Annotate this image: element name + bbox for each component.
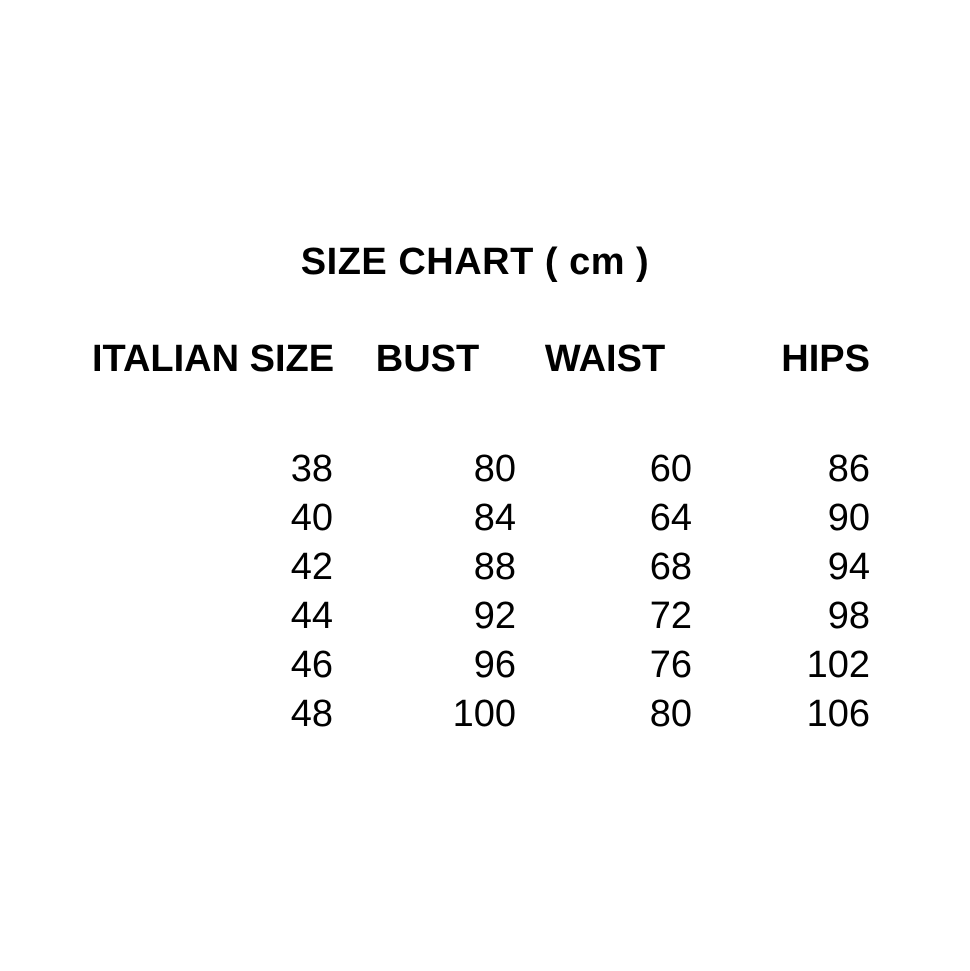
column-header-bust: BUST <box>375 338 480 380</box>
cell-hips: 86 <box>827 447 870 490</box>
cell-waist: 60 <box>649 447 692 490</box>
table-row: 48 100 80 106 <box>92 689 870 738</box>
table-row: 40 84 64 90 <box>92 493 870 542</box>
cell-bust: 92 <box>473 594 516 637</box>
table-row: 44 92 72 98 <box>92 591 870 640</box>
cell-hips: 102 <box>806 643 870 686</box>
table-row: 38 80 60 86 <box>92 444 870 493</box>
cell-waist: 68 <box>649 545 692 588</box>
spacer-cell <box>92 392 333 444</box>
column-header-waist: WAIST <box>544 338 666 380</box>
cell-italian-size: 48 <box>290 692 333 735</box>
cell-bust: 96 <box>473 643 516 686</box>
cell-bust: 80 <box>473 447 516 490</box>
header-body-gap <box>92 392 870 444</box>
cell-italian-size: 46 <box>290 643 333 686</box>
cell-italian-size: 44 <box>290 594 333 637</box>
table-row: 46 96 76 102 <box>92 640 870 689</box>
cell-bust: 88 <box>473 545 516 588</box>
spacer-cell <box>333 392 516 444</box>
column-header-italian-size: ITALIAN SIZE <box>92 338 335 380</box>
cell-bust: 100 <box>452 692 516 735</box>
size-chart-table: ITALIAN SIZE BUST WAIST HIPS 38 80 60 86… <box>92 340 870 738</box>
cell-hips: 98 <box>827 594 870 637</box>
cell-waist: 72 <box>649 594 692 637</box>
cell-waist: 64 <box>649 496 692 539</box>
cell-italian-size: 40 <box>290 496 333 539</box>
cell-bust: 84 <box>473 496 516 539</box>
cell-hips: 94 <box>827 545 870 588</box>
page-title: SIZE CHART ( cm ) <box>300 241 650 283</box>
spacer-cell <box>516 392 692 444</box>
cell-italian-size: 38 <box>290 447 333 490</box>
cell-italian-size: 42 <box>290 545 333 588</box>
spacer-cell <box>692 392 870 444</box>
table-row: 42 88 68 94 <box>92 542 870 591</box>
column-header-hips: HIPS <box>781 338 870 380</box>
cell-waist: 80 <box>649 692 692 735</box>
cell-hips: 90 <box>827 496 870 539</box>
cell-waist: 76 <box>649 643 692 686</box>
cell-hips: 106 <box>806 692 870 735</box>
table-header-row: ITALIAN SIZE BUST WAIST HIPS <box>92 340 870 392</box>
